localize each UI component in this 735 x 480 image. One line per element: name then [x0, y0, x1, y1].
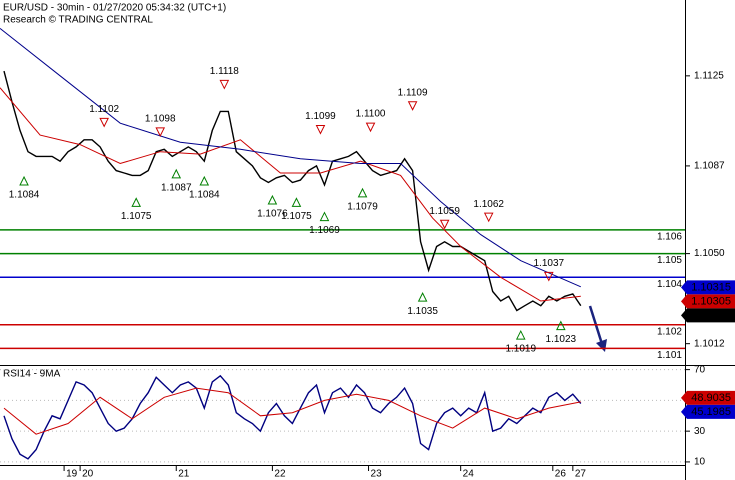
high-marker — [365, 122, 376, 133]
low-marker — [199, 175, 210, 186]
price-box — [681, 294, 735, 309]
price-annotation: 1.1099 — [305, 111, 336, 122]
price-annotation: 1.1109 — [398, 87, 428, 98]
level-label: 1.105 — [657, 255, 682, 266]
level-label: 1.106 — [657, 232, 682, 243]
price-annotation: 1.1118 — [210, 66, 240, 77]
price-box-label: 1.10315 — [691, 281, 731, 293]
price-annotation: 1.1019 — [505, 344, 536, 355]
low-marker — [267, 194, 278, 205]
price-annotation: 1.1100 — [356, 109, 386, 120]
x-tick-label: 23 — [371, 469, 383, 480]
price-annotation: 1.1084 — [189, 190, 220, 201]
price-box-label: 48.9035 — [691, 392, 731, 404]
low-marker — [319, 211, 330, 222]
price-annotation: 1.1062 — [473, 199, 504, 210]
price-annotation: 1.1076 — [257, 209, 288, 220]
high-marker — [543, 271, 554, 282]
level-label: 1.101 — [657, 350, 682, 361]
price-box — [681, 280, 735, 295]
x-tick-label: 26 — [555, 469, 567, 480]
series-line — [3, 387, 581, 435]
price-annotation: 1.1037 — [534, 258, 565, 269]
price-annotation: 1.1102 — [89, 104, 119, 115]
price-annotation: 1.1069 — [309, 225, 340, 236]
price-annotation: 1.1075 — [121, 211, 152, 222]
y-tick-label: 1.1125 — [694, 70, 724, 81]
high-marker — [407, 101, 418, 111]
y-tick-label: 1.1087 — [694, 161, 725, 172]
price-annotation: 1.1084 — [9, 190, 40, 201]
price-annotation: 1.1087 — [161, 183, 192, 194]
rsi-title: RSI14 - 9MA — [3, 369, 61, 380]
y-tick-label: 10 — [694, 457, 706, 468]
low-marker — [171, 168, 182, 179]
price-box-label: 1.10305 — [691, 295, 731, 307]
price-annotation: 1.1075 — [281, 211, 312, 222]
price-box-label: 45.1985 — [691, 406, 731, 418]
low-marker — [556, 320, 566, 331]
price-box-label: 1.10275 — [691, 309, 731, 321]
series-line — [0, 87, 581, 302]
y-tick-label: 70 — [694, 364, 706, 375]
chart-title: EUR/USD - 30min - 01/27/2020 05:34:32 (U… — [3, 3, 226, 14]
x-tick-label: 24 — [463, 469, 475, 480]
low-marker — [19, 175, 29, 186]
price-box — [681, 404, 735, 419]
y-tick-label: 1.1050 — [694, 248, 725, 259]
y-tick-label: 1.1012 — [694, 338, 725, 349]
x-tick-label: 21 — [178, 469, 190, 480]
series-line — [3, 374, 582, 460]
low-marker — [417, 292, 428, 302]
y-tick-label: 30 — [694, 426, 706, 437]
level-label: 1.104 — [657, 279, 682, 290]
series-line — [3, 70, 582, 312]
low-marker — [357, 187, 368, 198]
x-tick-label: 19 — [66, 469, 78, 480]
price-box — [681, 390, 735, 405]
price-annotation: 1.1059 — [429, 206, 460, 217]
high-marker — [219, 79, 230, 90]
low-marker — [291, 197, 302, 207]
chart-subtitle: Research © TRADING CENTRAL — [3, 15, 153, 26]
price-box — [681, 308, 735, 323]
series-line — [0, 28, 581, 288]
price-annotation: 1.1098 — [145, 113, 176, 124]
x-tick-label: 20 — [82, 469, 94, 480]
low-marker — [515, 329, 526, 340]
low-marker — [131, 197, 142, 207]
level-label: 1.102 — [657, 326, 682, 337]
high-marker — [155, 127, 166, 137]
price-annotation: 1.1023 — [546, 334, 577, 345]
price-annotation: 1.1035 — [407, 306, 438, 317]
x-tick-label: 22 — [274, 469, 286, 480]
high-marker — [315, 124, 326, 135]
high-marker — [99, 117, 109, 128]
price-annotation: 1.1079 — [347, 202, 378, 213]
high-marker — [483, 212, 494, 223]
high-marker — [439, 219, 450, 230]
x-tick-label: 27 — [575, 469, 587, 480]
